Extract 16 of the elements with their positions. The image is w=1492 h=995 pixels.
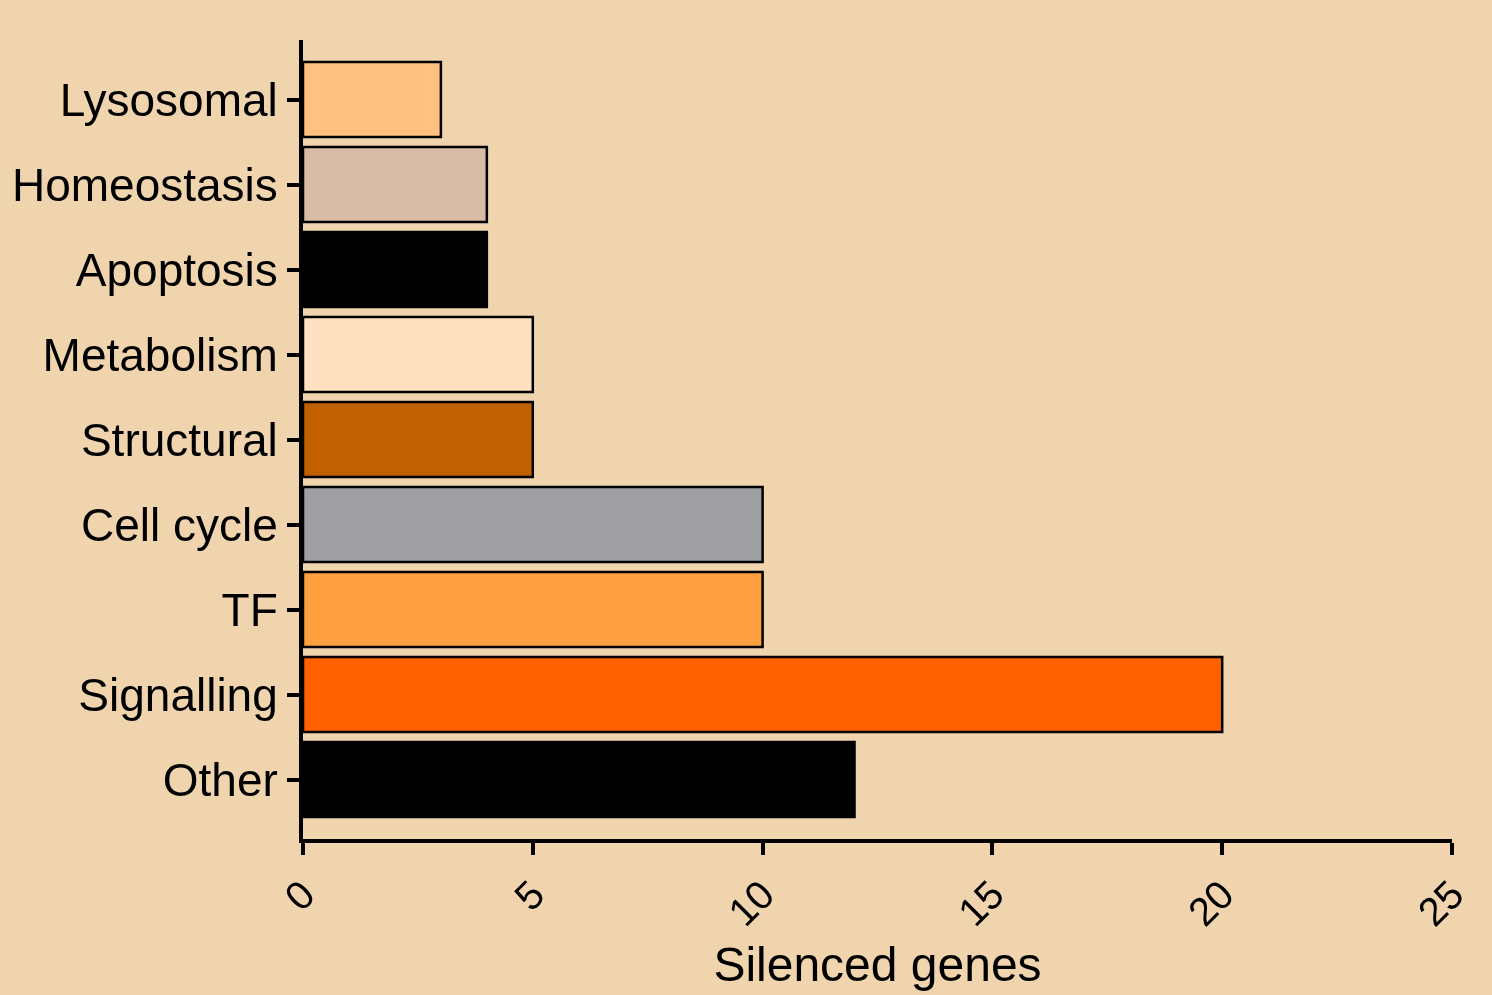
y-tick-label: Lysosomal bbox=[59, 73, 278, 126]
y-tick-label: Signalling bbox=[78, 668, 278, 721]
y-tick-label: Metabolism bbox=[42, 328, 278, 381]
x-axis-title: Silenced genes bbox=[713, 937, 1042, 991]
x-tick-label: 25 bbox=[1409, 871, 1472, 935]
x-tick-label: 5 bbox=[505, 871, 553, 919]
x-tick-label: 10 bbox=[719, 871, 783, 935]
x-tick-label: 20 bbox=[1179, 871, 1242, 935]
y-tick-label: Homeostasis bbox=[11, 158, 278, 211]
y-tick-label: Other bbox=[162, 753, 278, 806]
y-tick-label: Structural bbox=[80, 413, 278, 466]
y-tick-label: Cell cycle bbox=[80, 498, 278, 551]
x-tick-label: 0 bbox=[275, 871, 323, 919]
y-tick-label: TF bbox=[221, 583, 278, 636]
y-tick-label: Apoptosis bbox=[75, 243, 278, 296]
x-tick-label: 15 bbox=[949, 871, 1013, 935]
